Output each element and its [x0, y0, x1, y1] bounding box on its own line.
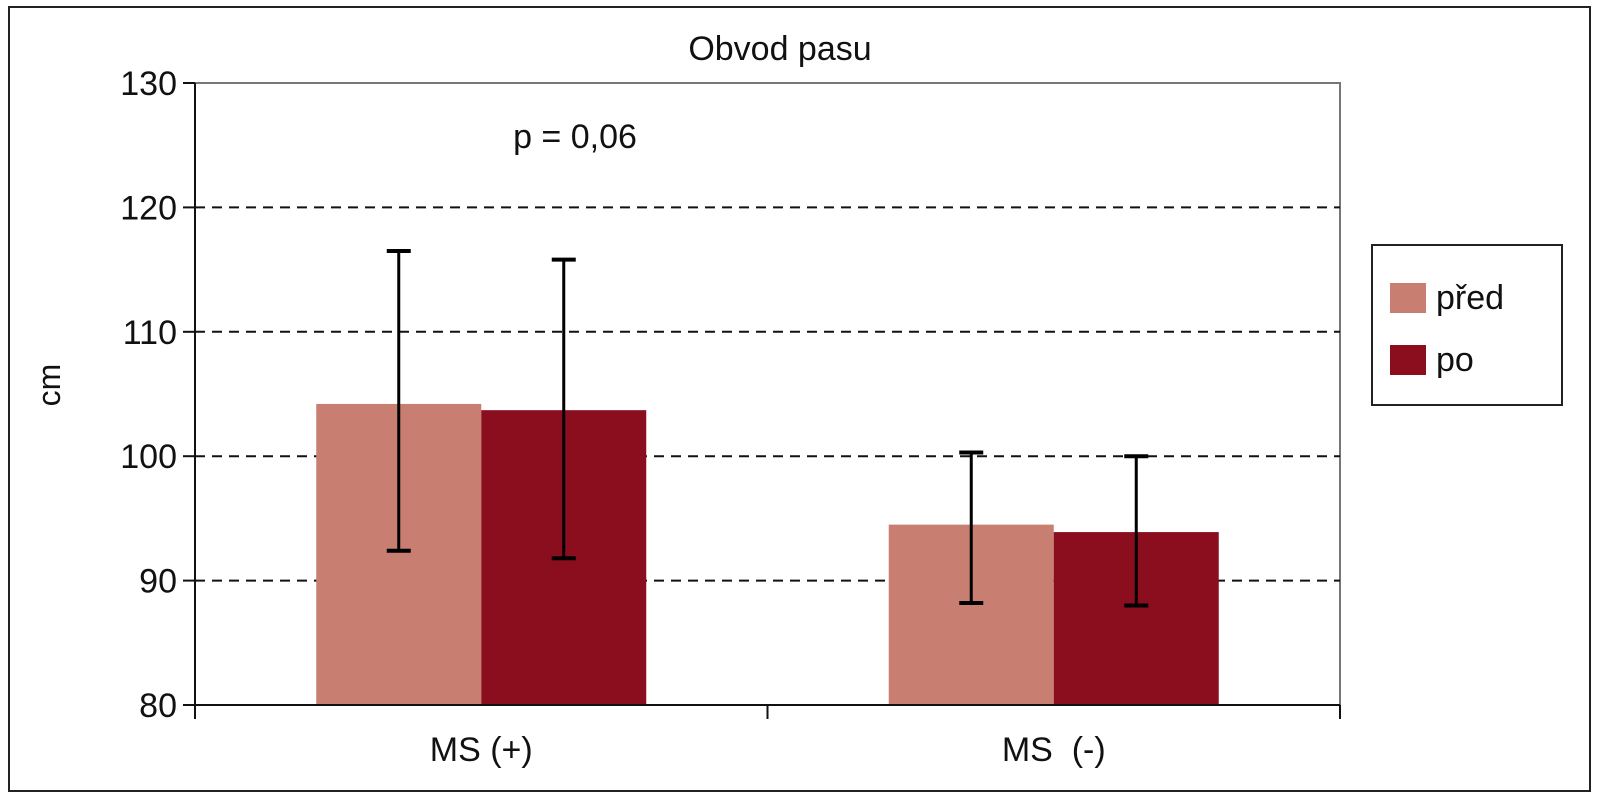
- error-bar: [1124, 454, 1149, 608]
- legend-swatch: [1390, 345, 1426, 375]
- y-tick-label: 130: [120, 65, 177, 103]
- error-bar: [386, 248, 411, 553]
- legend-label: po: [1436, 341, 1474, 379]
- error-bars: [386, 248, 1149, 608]
- legend-box: [1371, 244, 1563, 406]
- tick-labels: 80 90 100 110 120 130 MS (+) MS (-): [120, 65, 1105, 769]
- bars: [316, 403, 1219, 705]
- legend-items: před po: [1390, 279, 1504, 379]
- x-tick-label: MS (+): [430, 731, 533, 769]
- axes: [183, 82, 1341, 719]
- y-tick-label: 100: [120, 438, 177, 476]
- y-axis-label: cm: [31, 364, 67, 407]
- y-tick-label: 80: [139, 687, 177, 725]
- legend-swatch: [1390, 283, 1426, 313]
- error-bar: [959, 450, 984, 605]
- legend-label: před: [1436, 279, 1504, 317]
- error-bar: [551, 257, 576, 561]
- x-tick-label: MS (-): [1002, 731, 1106, 769]
- chart-frame: [8, 6, 1591, 792]
- y-tick-label: 90: [139, 563, 177, 601]
- chart-title: Obvod pasu: [688, 30, 871, 68]
- y-tick-label: 120: [120, 189, 177, 227]
- legend: před po: [1371, 244, 1563, 406]
- y-tick-label: 110: [123, 314, 177, 352]
- p-value-annotation: p = 0,06: [513, 118, 637, 156]
